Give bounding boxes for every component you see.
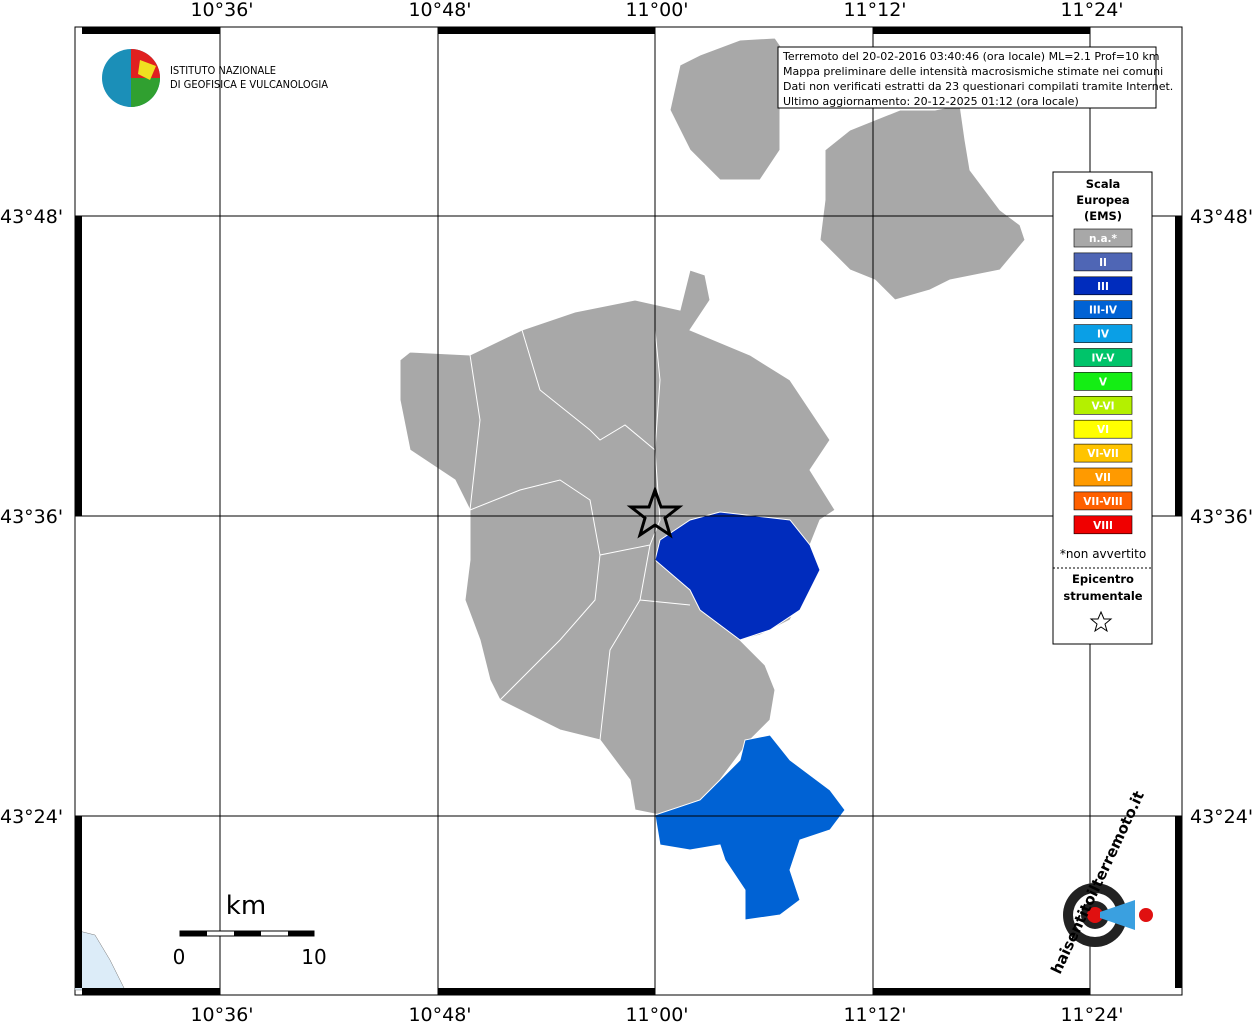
- legend-label: VI-VII: [1087, 448, 1119, 460]
- legend-swatch: [1073, 515, 1133, 535]
- legend-swatch: [1073, 252, 1133, 272]
- lon-label: 10°48': [408, 1004, 471, 1024]
- lat-labels: 43°48' 43°36' 43°24' 43°48' 43°36' 43°24…: [0, 206, 1253, 828]
- info-line: Dati non verificati estratti da 23 quest…: [783, 80, 1173, 93]
- logo-part: [138, 60, 156, 80]
- lon-label: 11°00': [625, 1004, 688, 1024]
- lon-label: 11°12': [843, 0, 906, 21]
- lon-label: 11°12': [843, 1004, 906, 1024]
- legend-swatch: [1073, 372, 1133, 391]
- municipality: [669, 37, 791, 181]
- legend-epicenter: strumentale: [1063, 589, 1142, 603]
- lat-label: 43°48': [0, 206, 63, 228]
- legend-swatch: [1073, 443, 1133, 463]
- lon-labels: 10°36' 10°48' 11°00' 11°12' 11°24' 10°36…: [190, 0, 1123, 1024]
- legend-label: VII-VIII: [1083, 496, 1122, 508]
- legend-swatch: [1073, 348, 1133, 367]
- legend-swatch: [1073, 300, 1133, 320]
- lon-label: 11°24': [1060, 0, 1123, 21]
- legend-label: V-VI: [1092, 400, 1115, 412]
- legend: Scala Europea (EMS) *non avvertito Epice…: [1052, 171, 1153, 645]
- legend-title: Europea: [1076, 193, 1129, 207]
- logo-dot: [1087, 907, 1103, 923]
- scale-bar: km 0 10: [173, 891, 327, 969]
- legend-label: III: [1097, 281, 1109, 293]
- lat-label: 43°24': [1190, 806, 1253, 828]
- legend-label: V: [1099, 376, 1108, 388]
- info-line: Mappa preliminare delle intensità macros…: [783, 65, 1163, 78]
- legend-label: IV: [1097, 329, 1110, 341]
- scale-seg: [288, 931, 314, 936]
- lon-label: 10°48': [408, 0, 471, 21]
- lat-label: 43°24': [0, 806, 63, 828]
- info-frame: [777, 46, 1157, 109]
- lon-label: 10°36': [190, 0, 253, 21]
- legend-swatch: [1073, 276, 1133, 296]
- scale-seg: [234, 931, 261, 936]
- logo-beam: [1100, 900, 1135, 930]
- lat-label: 43°36': [0, 506, 63, 528]
- municipality: [654, 511, 821, 641]
- logo-badge: [1139, 908, 1153, 922]
- legend-swatch: [1073, 228, 1133, 248]
- legend-star: [1089, 610, 1113, 633]
- legend-label: VIII: [1093, 520, 1113, 532]
- info-line: Terremoto del 20-02-2016 03:40:46 (ora l…: [782, 50, 1160, 63]
- scale-unit: km: [226, 891, 266, 921]
- lat-label: 43°36': [1190, 506, 1253, 528]
- info-box: Terremoto del 20-02-2016 03:40:46 (ora l…: [777, 46, 1173, 109]
- institute-name: DI GEOFISICA E VULCANOLOGIA: [170, 78, 328, 91]
- legend-swatch: [1073, 467, 1133, 487]
- lon-label: 11°00': [625, 0, 688, 21]
- lon-label: 11°24': [1060, 1004, 1123, 1024]
- legend-label: n.a.*: [1089, 233, 1118, 245]
- legend-label: III-IV: [1089, 305, 1118, 317]
- info-line: Ultimo aggiornamento: 20-12-2025 01:12 (…: [783, 95, 1079, 108]
- municipality: [399, 269, 836, 816]
- lat-label: 43°48': [1190, 206, 1253, 228]
- scale-seg: [180, 931, 207, 936]
- legend-swatch: [1073, 491, 1133, 511]
- scale-end: 10: [301, 945, 326, 969]
- scale-start: 0: [173, 945, 186, 969]
- legend-label: VI: [1097, 424, 1109, 436]
- legend-label: IV-V: [1092, 353, 1116, 365]
- ingv-logo: ISTITUTO NAZIONALE DI GEOFISICA E VULCAN…: [102, 49, 328, 107]
- legend-label: VII: [1095, 472, 1111, 484]
- municipality: [819, 104, 1026, 301]
- legend-title: (EMS): [1084, 209, 1122, 223]
- legend-note: *non avvertito: [1060, 547, 1146, 561]
- legend-swatch: [1073, 395, 1133, 415]
- epicenter-star: [626, 485, 684, 539]
- lon-label: 10°36': [190, 1004, 253, 1024]
- regions: [399, 37, 1026, 921]
- legend-title: Scala: [1086, 177, 1121, 191]
- legend-label: II: [1099, 257, 1107, 269]
- frame-bars: [75, 27, 1182, 995]
- legend-swatch: [1073, 419, 1133, 439]
- municipality: [654, 734, 846, 921]
- institute-name: ISTITUTO NAZIONALE: [170, 64, 276, 77]
- legend-swatch: [1073, 324, 1133, 343]
- legend-epicenter: Epicentro: [1072, 572, 1134, 586]
- borders: [469, 329, 691, 741]
- logo-part: [131, 78, 160, 107]
